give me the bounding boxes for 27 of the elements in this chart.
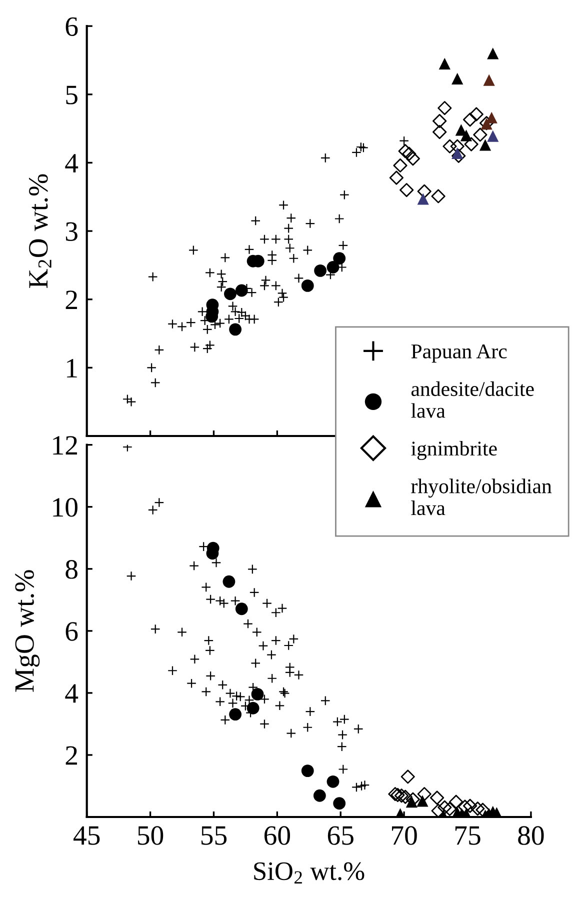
x-tick-label: 50 — [138, 826, 164, 845]
legend-label: Papuan Arc — [411, 344, 507, 363]
legend-label: ignimbrite — [411, 440, 497, 460]
y-tick-label: 4 — [65, 154, 78, 172]
y-tick-label: 5 — [66, 86, 78, 104]
x-tick-label: 45 — [74, 826, 100, 845]
y-axis-title: K$_{2}$O wt.% — [28, 174, 52, 288]
y-tick-label: 10 — [53, 498, 78, 517]
y-tick-label: 12 — [53, 436, 77, 454]
legend-label: andesite/dacite lava — [411, 381, 534, 418]
legend-label: rhyolite/obsidian lava — [411, 478, 552, 516]
y-tick-label: 2 — [66, 290, 77, 310]
y-tick-label: 6 — [66, 622, 78, 641]
y-tick-label: 3 — [66, 222, 78, 241]
y-tick-label: 2 — [66, 746, 77, 765]
x-tick-label: 65 — [328, 826, 354, 845]
y-tick-label: 6 — [66, 17, 78, 36]
y-tick-label: 4 — [65, 684, 78, 703]
y-tick-label: 8 — [66, 560, 78, 579]
x-tick-label: 70 — [392, 826, 417, 845]
x-tick-label: 75 — [455, 826, 480, 845]
x-tick-label: 60 — [264, 826, 290, 845]
y-tick-label: 1 — [67, 358, 77, 378]
y-axis-title: MgO wt.% — [15, 570, 40, 692]
x-tick-label: 80 — [518, 826, 544, 845]
x-axis-title: SiO$_{2}$ wt.% — [254, 862, 364, 884]
x-tick-label: 55 — [201, 826, 227, 845]
